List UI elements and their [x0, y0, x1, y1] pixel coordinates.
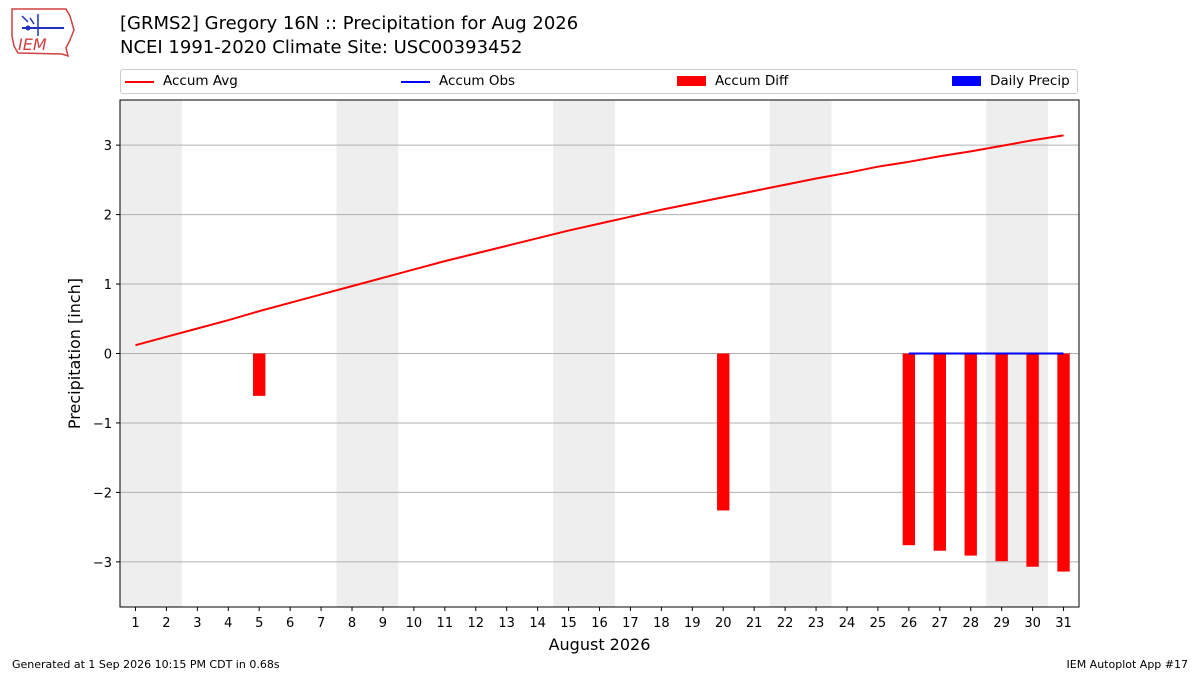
chart-title: [GRMS2] Gregory 16N :: Precipitation for…	[120, 13, 579, 34]
x-tick-label: 17	[622, 616, 639, 631]
x-tick-label: 15	[560, 616, 577, 631]
x-tick-label: 30	[1024, 616, 1041, 631]
x-tick-label: 31	[1055, 616, 1072, 631]
legend-item-accum-obs: Accum Obs	[401, 73, 601, 90]
x-tick-label: 20	[715, 616, 732, 631]
x-tick-label: 24	[839, 616, 856, 631]
x-tick-label: 25	[870, 616, 887, 631]
legend-swatch-accum-obs	[401, 81, 430, 83]
y-tick-label: 3	[104, 139, 112, 154]
x-tick-label: 1	[131, 616, 139, 631]
x-tick-label: 3	[193, 616, 201, 631]
x-axis-label: August 2026	[549, 635, 651, 654]
legend-item-daily-precip: Daily Precip	[952, 73, 1077, 90]
y-tick-label: −3	[93, 556, 112, 571]
x-tick-label: 23	[808, 616, 825, 631]
x-tick-label: 9	[379, 616, 387, 631]
iem-logo: IEM	[11, 8, 75, 58]
x-tick-label: 21	[746, 616, 763, 631]
y-tick-label: 1	[104, 278, 112, 293]
x-tick-label: 28	[962, 616, 979, 631]
accum-diff-bar	[253, 353, 266, 396]
footer-app-text: IEM Autoplot App #17	[1066, 658, 1189, 671]
y-tick-label: −1	[93, 417, 112, 432]
legend-label-accum-obs: Accum Obs	[439, 73, 516, 89]
x-tick-label: 19	[684, 616, 701, 631]
x-tick-label: 13	[498, 616, 515, 631]
x-tick-label: 5	[255, 616, 263, 631]
x-tick-label: 7	[317, 616, 325, 631]
x-tick-label: 11	[437, 616, 454, 631]
legend-label-accum-diff: Accum Diff	[715, 73, 789, 89]
x-tick-label: 18	[653, 616, 670, 631]
x-tick-label: 26	[901, 616, 918, 631]
legend: Accum Avg Accum Obs Accum Diff Daily Pre…	[120, 69, 1078, 94]
x-tick-label: 4	[224, 616, 232, 631]
legend-label-accum-avg: Accum Avg	[163, 73, 238, 89]
x-tick-label: 6	[286, 616, 294, 631]
y-tick-label: 0	[104, 348, 112, 363]
iem-logo-text: IEM	[18, 35, 47, 54]
x-tick-label: 2	[162, 616, 170, 631]
accum-diff-bar	[995, 353, 1008, 562]
y-tick-label: 2	[104, 209, 112, 224]
y-tick-label: −2	[93, 486, 112, 501]
accum-diff-bar	[717, 353, 730, 511]
accum-diff-bar	[933, 353, 946, 551]
x-tick-label: 14	[529, 616, 546, 631]
accum-diff-bar	[964, 353, 977, 556]
x-tick-label: 27	[932, 616, 949, 631]
legend-swatch-accum-avg	[125, 81, 154, 83]
legend-label-daily-precip: Daily Precip	[990, 73, 1070, 89]
legend-item-accum-diff: Accum Diff	[677, 73, 877, 90]
x-tick-label: 10	[406, 616, 423, 631]
y-axis-label: Precipitation [inch]	[65, 278, 84, 429]
accum-diff-bar	[902, 353, 916, 546]
accum-diff-bar	[1057, 353, 1070, 572]
x-tick-label: 8	[348, 616, 356, 631]
chart-subtitle: NCEI 1991-2020 Climate Site: USC00393452	[120, 37, 523, 58]
legend-swatch-daily-precip	[952, 76, 981, 86]
accum-avg-line	[135, 134, 1064, 347]
x-tick-label: 16	[591, 616, 608, 631]
footer-generated-text: Generated at 1 Sep 2026 10:15 PM CDT in …	[12, 658, 280, 671]
x-tick-label: 12	[467, 616, 484, 631]
accum-diff-bar	[1026, 353, 1039, 567]
legend-swatch-accum-diff	[677, 76, 706, 86]
legend-item-accum-avg: Accum Avg	[125, 73, 325, 90]
x-tick-label: 22	[777, 616, 794, 631]
x-tick-label: 29	[993, 616, 1010, 631]
